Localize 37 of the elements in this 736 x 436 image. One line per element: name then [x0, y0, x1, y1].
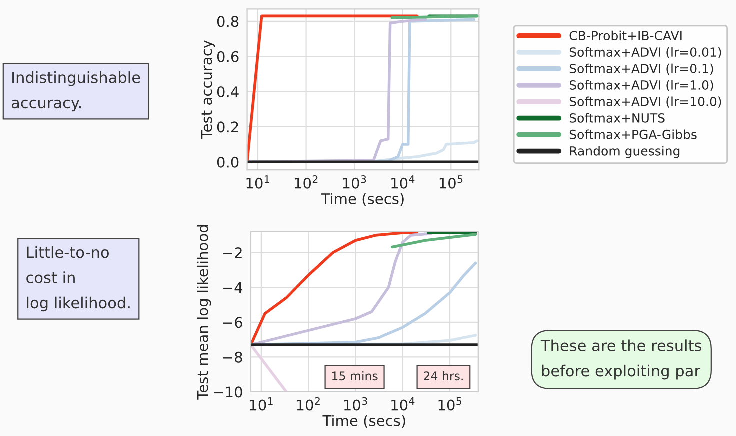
x-tick-label: 10$^{5}$ — [438, 398, 462, 411]
legend-label: Softmax+ADVI (lr=0.01) — [570, 47, 722, 58]
annotation: 24 hrs. — [424, 371, 463, 381]
y-tick-label: −8 — [223, 352, 242, 363]
x-tick-label: 10$^{3}$ — [343, 175, 366, 189]
legend-label: Softmax+ADVI (lr=1.0) — [570, 80, 714, 92]
x-tick-label: 10$^{3}$ — [344, 397, 368, 411]
y-tick-label: −2 — [223, 248, 242, 258]
text: Little-to-no cost in log likelihood. — [26, 246, 130, 312]
x-tick-label: 10$^{4}$ — [392, 176, 415, 189]
legend-label: Random guessing — [570, 146, 680, 158]
x-tick-label: 10$^{4}$ — [392, 398, 415, 411]
legend-label: CB-Probit+IB-CAVI — [570, 30, 682, 41]
legend-label: Softmax+NUTS — [570, 113, 665, 123]
x-tick-label: 10$^{2}$ — [297, 397, 320, 411]
legend-label: Softmax+ADVI (lr=0.1) — [570, 64, 714, 75]
y-tick-label: 0.4 — [217, 86, 239, 98]
y-tick-label: 0.0 — [217, 156, 239, 168]
x-tick-label: 10$^{1}$ — [250, 398, 273, 411]
y-tick-label: −6 — [223, 317, 242, 328]
x-axis-title: Time (secs) — [322, 415, 406, 428]
y-tick-label: −10 — [214, 386, 242, 398]
x-tick-label: 10$^{2}$ — [295, 175, 318, 189]
y-tick-label: −4 — [223, 282, 243, 294]
y-tick-label: 0.8 — [217, 16, 239, 28]
legend-label: Softmax+PGA-Gibbs — [570, 130, 697, 140]
y-tick-label: 0.2 — [217, 122, 238, 133]
annotation: 15 mins — [332, 371, 378, 381]
text: These are the results before exploiting par — [540, 340, 702, 380]
x-tick-label: 10$^{5}$ — [440, 176, 463, 189]
y-tick-label: 0.6 — [217, 51, 239, 62]
y-axis-title: Test accuracy — [201, 40, 216, 140]
x-axis-title: Time (secs) — [321, 193, 404, 206]
legend-label: Softmax+ADVI (lr=10.0) — [570, 96, 722, 108]
y-axis-title: Test mean log likelihood — [197, 225, 212, 400]
text: Indistinguishable accuracy. — [12, 72, 140, 112]
x-tick-label: 10$^{1}$ — [246, 176, 270, 189]
